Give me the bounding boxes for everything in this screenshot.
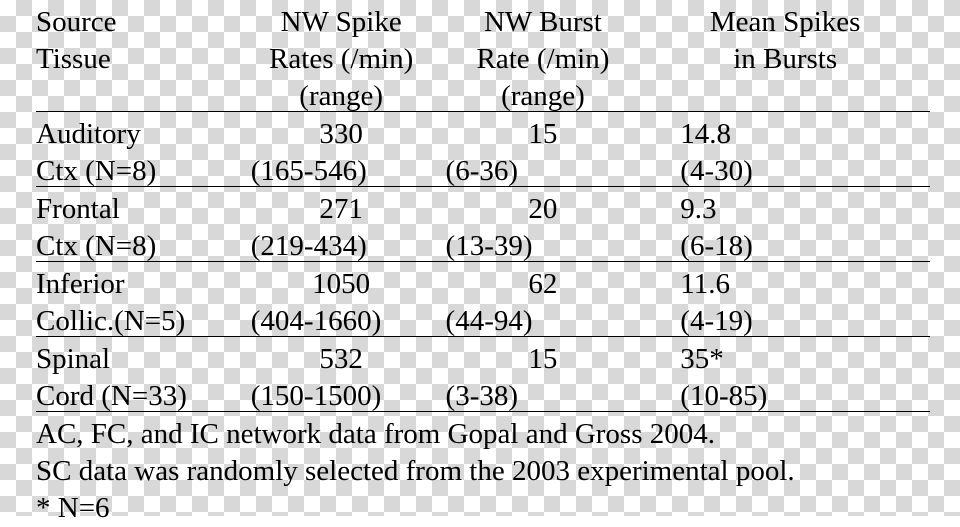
cell-tissue-b: Collic.(N=5) (36, 307, 251, 336)
header-source: Source (36, 8, 251, 37)
header-spike-2: Rates (/min) (251, 45, 446, 74)
header-row-2: Tissue Rates (/min) Rate (/min) in Burst… (36, 37, 930, 74)
cell-spike-a: 1050 (251, 270, 446, 299)
cell-tissue-a: Spinal (36, 345, 251, 374)
cell-mean-a: 35* (640, 345, 930, 374)
header-burst-2: Rate (/min) (446, 45, 641, 74)
table-row: Ctx (N=8) (219-434) (13-39) (6-18) (36, 224, 930, 262)
cell-tissue-a: Frontal (36, 195, 251, 224)
cell-burst-b: (3-38) (446, 382, 641, 411)
cell-burst-b: (13-39) (446, 232, 641, 261)
header-row-1: Source NW Spike NW Burst Mean Spikes (36, 0, 930, 37)
cell-tissue-b: Ctx (N=8) (36, 157, 251, 186)
table-row: Inferior 1050 62 11.6 (36, 262, 930, 299)
footnote-1: AC, FC, and IC network data from Gopal a… (36, 416, 930, 453)
cell-spike-b: (150-1500) (251, 382, 446, 411)
header-tissue: Tissue (36, 45, 251, 74)
cell-burst-a: 15 (446, 120, 641, 149)
cell-burst-a: 20 (446, 195, 641, 224)
cell-burst-a: 62 (446, 270, 641, 299)
cell-mean-b: (10-85) (640, 382, 930, 411)
header-burst-3: (range) (446, 82, 641, 111)
cell-burst-b: (44-94) (446, 307, 641, 336)
table-row: Cord (N=33) (150-1500) (3-38) (10-85) (36, 374, 930, 412)
table-container: Source NW Spike NW Burst Mean Spikes Tis… (0, 0, 960, 527)
cell-burst-b: (6-36) (446, 157, 641, 186)
cell-spike-b: (219-434) (251, 232, 446, 261)
cell-spike-b: (404-1660) (251, 307, 446, 336)
table-row: Collic.(N=5) (404-1660) (44-94) (4-19) (36, 299, 930, 337)
cell-mean-b: (4-30) (640, 157, 930, 186)
table-row: Ctx (N=8) (165-546) (6-36) (4-30) (36, 149, 930, 187)
cell-tissue-a: Auditory (36, 120, 251, 149)
cell-spike-a: 271 (251, 195, 446, 224)
footnotes: AC, FC, and IC network data from Gopal a… (36, 416, 930, 527)
header-row-3: (range) (range) (36, 74, 930, 112)
cell-mean-a: 14.8 (640, 120, 930, 149)
cell-mean-a: 9.3 (640, 195, 930, 224)
cell-spike-a: 330 (251, 120, 446, 149)
cell-mean-a: 11.6 (640, 270, 930, 299)
cell-burst-a: 15 (446, 345, 641, 374)
cell-tissue-b: Ctx (N=8) (36, 232, 251, 261)
cell-mean-b: (4-19) (640, 307, 930, 336)
header-spike-3: (range) (251, 82, 446, 111)
header-mean-1: Mean Spikes (640, 8, 930, 37)
footnote-3: * N=6 (36, 490, 930, 527)
table-row: Frontal 271 20 9.3 (36, 187, 930, 224)
cell-spike-b: (165-546) (251, 157, 446, 186)
cell-mean-b: (6-18) (640, 232, 930, 261)
header-spike-1: NW Spike (251, 8, 446, 37)
header-mean-2: in Bursts (640, 45, 930, 74)
cell-tissue-b: Cord (N=33) (36, 382, 251, 411)
footnote-2: SC data was randomly selected from the 2… (36, 453, 930, 490)
cell-tissue-a: Inferior (36, 270, 251, 299)
header-burst-1: NW Burst (446, 8, 641, 37)
table-row: Auditory 330 15 14.8 (36, 112, 930, 149)
table-row: Spinal 532 15 35* (36, 337, 930, 374)
cell-spike-a: 532 (251, 345, 446, 374)
